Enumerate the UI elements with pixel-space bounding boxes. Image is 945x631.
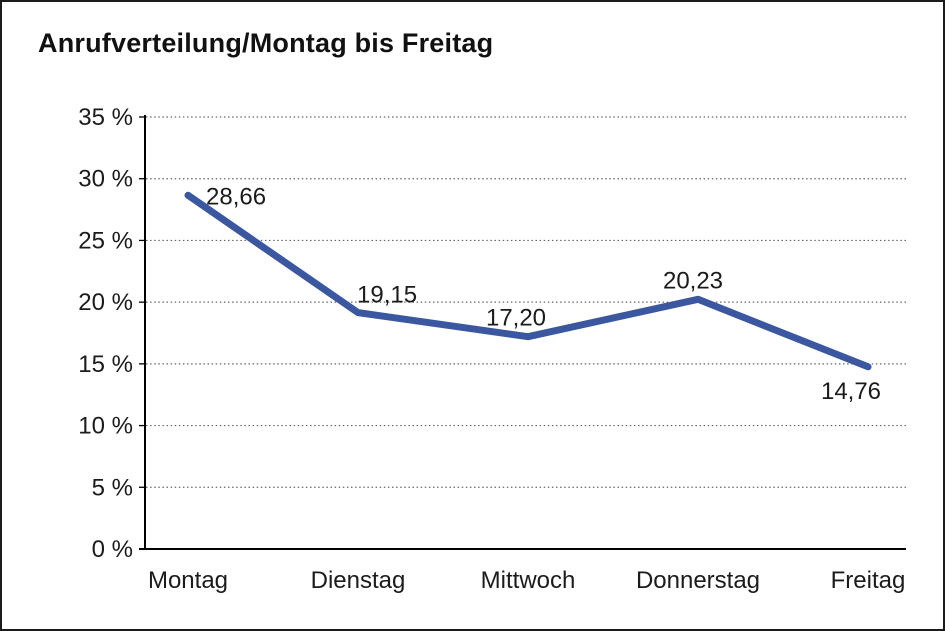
- series-line: [184, 191, 872, 371]
- data-label: 17,20: [486, 305, 546, 332]
- x-axis-label: Dienstag: [311, 567, 406, 594]
- y-axis-tick-label: 25 %: [78, 227, 133, 254]
- data-label: 20,23: [663, 267, 723, 294]
- y-axis-tick-label: 30 %: [78, 166, 133, 193]
- chart-title: Anrufverteilung/Montag bis Freitag: [38, 28, 494, 58]
- y-axis-tick-label: 20 %: [78, 289, 133, 316]
- data-label: 19,15: [357, 282, 417, 309]
- y-axis-tick-label: 35 %: [78, 104, 133, 131]
- y-axis-tick-label: 10 %: [78, 413, 133, 440]
- x-axis-label: Montag: [148, 567, 228, 594]
- x-axis-label: Donnerstag: [636, 567, 760, 594]
- data-label: 28,66: [206, 183, 266, 210]
- x-axis-label: Freitag: [831, 567, 906, 594]
- data-label: 14,76: [821, 378, 881, 405]
- x-axis-label: Mittwoch: [481, 567, 576, 594]
- y-axis-tick-label: 5 %: [92, 474, 133, 501]
- y-axis-tick-label: 15 %: [78, 351, 133, 378]
- y-axis-tick-label: 0 %: [92, 536, 133, 563]
